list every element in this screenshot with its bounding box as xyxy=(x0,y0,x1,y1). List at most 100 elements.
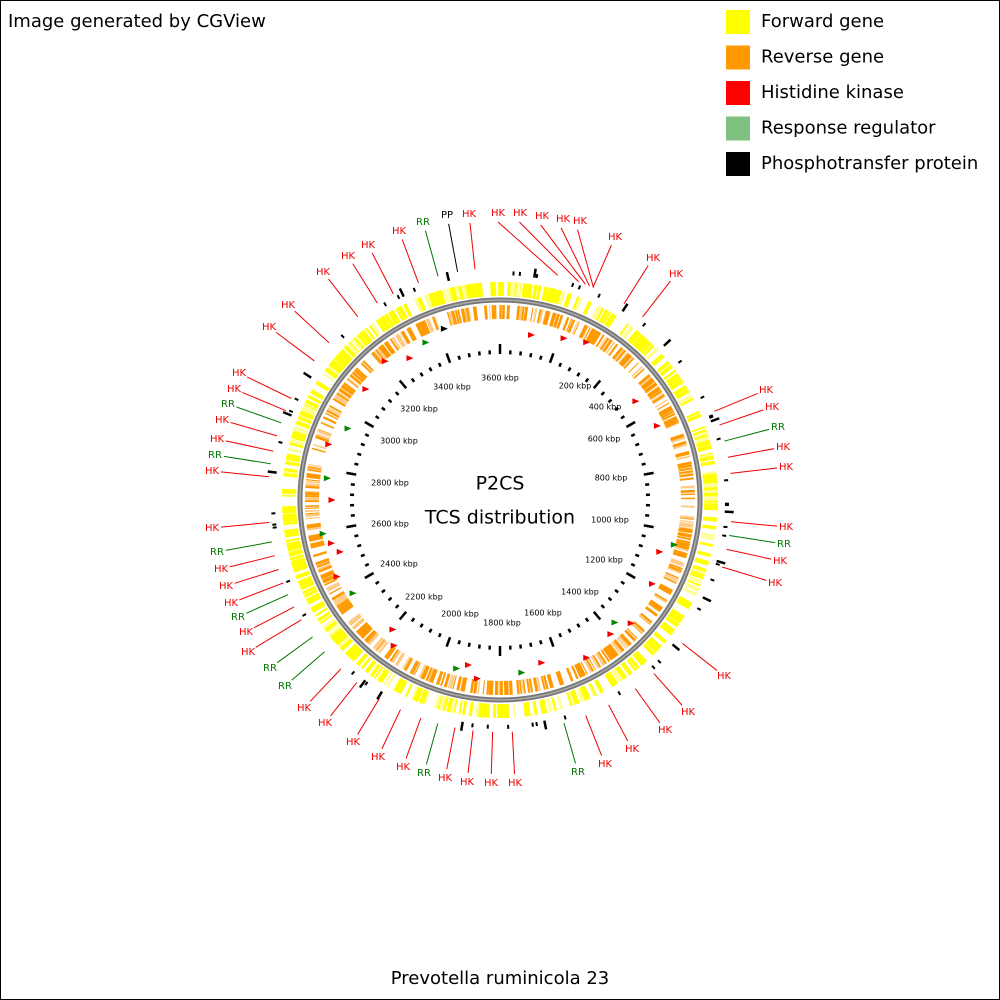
reverse-gene xyxy=(334,596,349,607)
leader-line xyxy=(730,467,778,474)
forward-gene xyxy=(619,323,630,336)
backbone-highlight xyxy=(299,299,701,701)
scale-label: 3400 kbp xyxy=(433,383,471,392)
reverse-gene xyxy=(644,607,657,617)
outer-tick xyxy=(710,417,720,423)
reverse-gene xyxy=(575,663,584,678)
reverse-gene xyxy=(427,667,435,682)
forward-gene xyxy=(687,413,702,423)
forward-gene xyxy=(350,648,362,660)
feature-label: HK xyxy=(346,737,361,748)
forward-gene xyxy=(454,286,461,301)
feature-label: HK xyxy=(396,762,411,773)
reverse-gene xyxy=(590,331,599,344)
reverse-gene xyxy=(675,451,690,458)
reverse-gene xyxy=(670,558,685,565)
reverse-gene xyxy=(477,679,481,694)
reverse-gene xyxy=(347,377,360,388)
leader-line xyxy=(490,731,494,775)
leader-line xyxy=(234,568,279,584)
forward-gene xyxy=(614,666,626,681)
forward-gene xyxy=(312,603,326,613)
leader-line xyxy=(255,619,302,648)
forward-gene xyxy=(315,380,330,391)
scale-tick xyxy=(614,588,619,594)
reverse-gene xyxy=(306,524,321,528)
forward-gene xyxy=(443,288,450,304)
leader-line xyxy=(246,376,292,399)
reverse-gene xyxy=(361,627,373,639)
leader-line xyxy=(230,422,278,437)
reverse-gene xyxy=(669,560,684,567)
reverse-gene xyxy=(565,667,574,682)
forward-gene xyxy=(527,283,533,299)
reverse-gene xyxy=(649,599,663,610)
feature-label: HK xyxy=(214,564,229,575)
scale-tick xyxy=(576,623,581,628)
outer-tick xyxy=(716,559,726,565)
forward-gene xyxy=(339,349,353,362)
reverse-gene xyxy=(675,540,691,547)
outer-tick xyxy=(535,721,538,727)
reverse-gene xyxy=(307,467,322,473)
feature-label: HK xyxy=(484,778,499,789)
forward-gene xyxy=(283,472,298,477)
reverse-gene xyxy=(602,339,613,353)
forward-gene xyxy=(703,486,718,491)
reverse-gene xyxy=(664,417,678,426)
feature-label: HK xyxy=(765,402,780,413)
reverse-gene xyxy=(664,575,678,583)
tcs-marker xyxy=(632,398,640,405)
forward-gene xyxy=(563,292,571,307)
forward-gene xyxy=(325,367,339,378)
forward-gene xyxy=(288,548,303,556)
reverse-gene xyxy=(644,383,658,394)
scale-tick xyxy=(643,471,654,476)
forward-gene xyxy=(302,585,317,595)
scale-tick xyxy=(364,420,375,429)
reverse-gene xyxy=(408,326,417,340)
tcs-marker xyxy=(349,590,357,597)
reverse-gene xyxy=(305,480,320,484)
reverse-gene xyxy=(583,326,592,340)
reverse-gene xyxy=(680,516,695,520)
outer-tick xyxy=(563,715,567,720)
forward-gene xyxy=(673,385,688,396)
reverse-gene xyxy=(522,679,526,694)
forward-gene xyxy=(300,581,315,591)
forward-gene xyxy=(602,311,612,325)
feature-label: HK xyxy=(717,671,732,682)
reverse-gene xyxy=(543,310,548,325)
scale-tick xyxy=(467,642,471,647)
reverse-gene xyxy=(647,386,660,397)
forward-gene xyxy=(652,355,665,367)
reverse-gene xyxy=(327,408,341,417)
scale-tick xyxy=(638,452,644,457)
leader-line xyxy=(563,722,576,764)
forward-gene xyxy=(598,309,609,324)
leader-line xyxy=(357,698,380,735)
forward-gene xyxy=(475,702,480,717)
reverse-gene xyxy=(516,680,520,695)
legend-label: Response regulator xyxy=(761,118,936,139)
reverse-gene xyxy=(407,327,417,341)
forward-gene xyxy=(535,285,542,300)
forward-gene xyxy=(450,698,457,713)
reverse-gene xyxy=(617,352,629,364)
forward-gene xyxy=(659,624,674,636)
reverse-gene xyxy=(306,472,321,478)
forward-gene xyxy=(703,478,718,484)
reverse-gene xyxy=(310,541,325,548)
reverse-gene xyxy=(638,374,651,386)
reverse-gene xyxy=(628,362,639,373)
scale-tick xyxy=(346,524,357,529)
forward-gene xyxy=(355,653,369,667)
reverse-gene xyxy=(305,485,320,489)
scale-label: 3000 kbp xyxy=(380,437,418,446)
reverse-gene xyxy=(415,322,425,337)
scale-tick xyxy=(387,596,393,602)
forward-gene xyxy=(693,431,708,438)
forward-gene xyxy=(685,582,700,592)
forward-gene xyxy=(422,690,430,705)
forward-gene xyxy=(360,330,372,344)
